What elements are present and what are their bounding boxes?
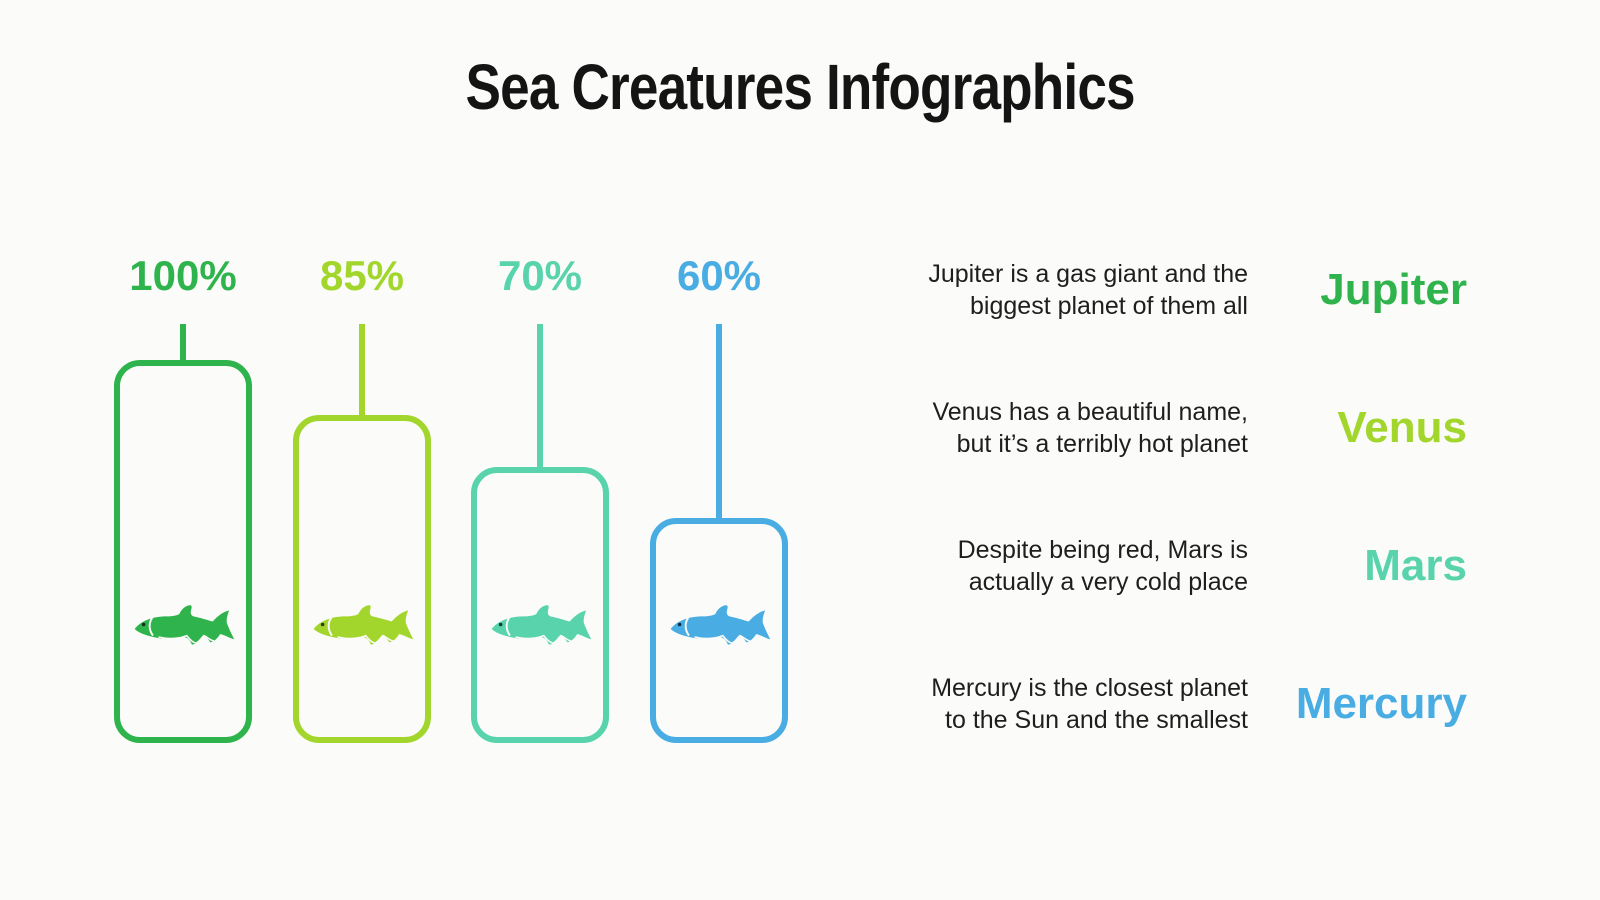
bar-stem xyxy=(180,324,186,362)
annotation-row-jupiter: Jupiter is a gas giant and the biggest p… xyxy=(0,235,1600,345)
bar-stem xyxy=(359,324,365,417)
annotation-name: Mars xyxy=(1364,541,1467,590)
fish-icon xyxy=(134,605,235,645)
fish-icon xyxy=(313,605,414,645)
annotation-name: Jupiter xyxy=(1320,265,1467,314)
bar-outline xyxy=(114,360,252,743)
annotation-row-venus: Venus has a beautiful name, but it’s a t… xyxy=(0,373,1600,483)
annotation-description: Despite being red, Mars is actually a ve… xyxy=(957,536,1248,596)
annotation-name: Venus xyxy=(1337,403,1467,452)
bar-stem xyxy=(716,324,722,520)
annotation-row-mercury: Mercury is the closest planet to the Sun… xyxy=(0,649,1600,759)
bar-stem xyxy=(537,324,543,469)
bar-value-label: 70% xyxy=(497,252,583,299)
bar-value-label: 100% xyxy=(129,252,237,299)
title-wrap: Sea Creatures Infographics xyxy=(0,50,1600,124)
bar-value-label: 60% xyxy=(676,252,762,299)
fish-icon xyxy=(670,605,771,645)
bar-outline xyxy=(293,415,431,743)
annotation-description: Jupiter is a gas giant and the biggest p… xyxy=(928,260,1248,320)
page-title: Sea Creatures Infographics xyxy=(465,51,1135,123)
annotation-row-mars: Despite being red, Mars is actually a ve… xyxy=(0,511,1600,621)
bar-value-label: 85% xyxy=(319,252,405,299)
annotation-name: Mercury xyxy=(1295,679,1467,728)
bar-outline xyxy=(471,467,609,743)
fish-icon xyxy=(491,605,592,645)
bar-outline xyxy=(650,518,788,743)
annotation-description: Venus has a beautiful name, but it’s a t… xyxy=(932,398,1248,458)
annotation-description: Mercury is the closest planet to the Sun… xyxy=(931,674,1248,734)
